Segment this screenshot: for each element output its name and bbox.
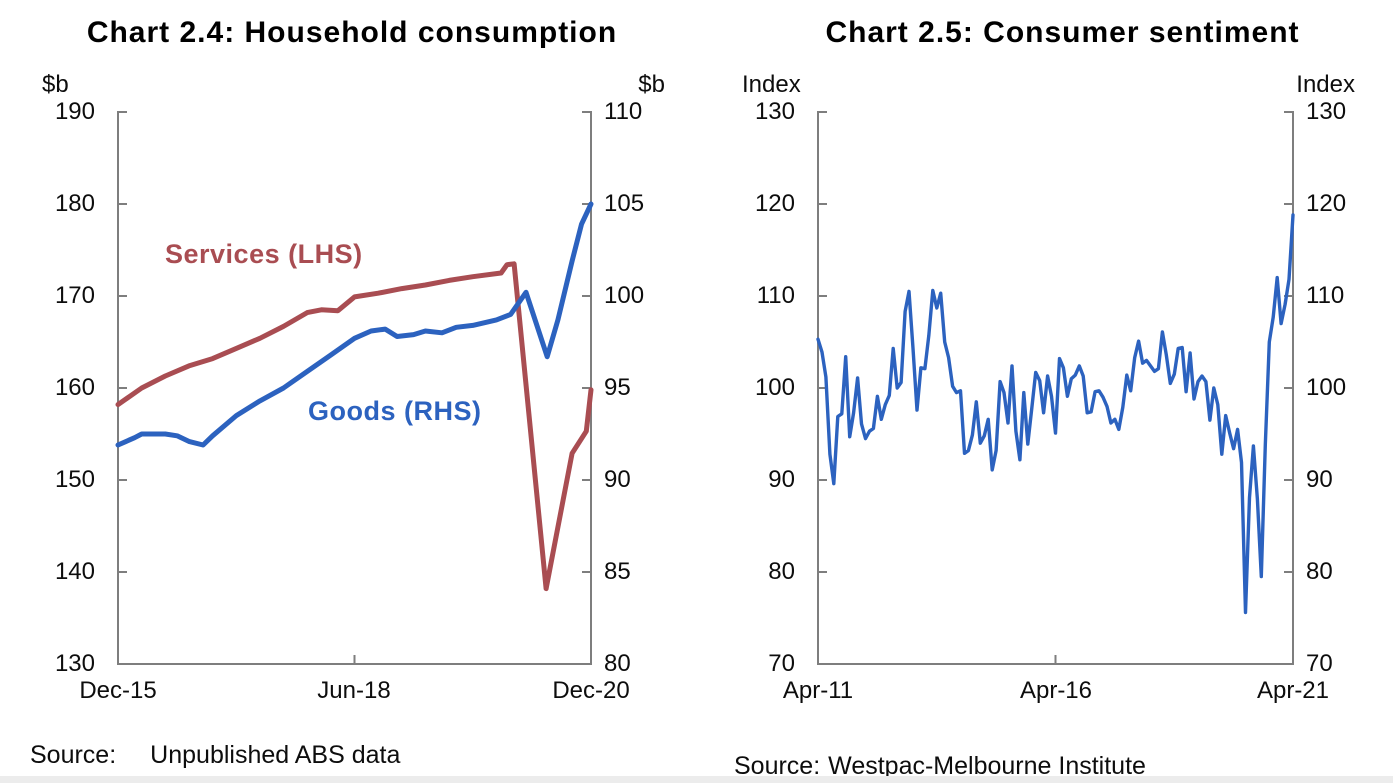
- right-axis-unit-label: Index: [1296, 71, 1355, 98]
- y-axis-tick-label: 90: [768, 466, 795, 493]
- source-note: Source: Unpublished ABS data: [30, 741, 400, 770]
- y-axis-tick-label: 110: [604, 98, 643, 125]
- y-axis-tick-label: 95: [604, 374, 631, 401]
- y-axis-tick-label: 70: [768, 650, 795, 677]
- y-axis-tick-label: 120: [754, 190, 795, 217]
- source-note: Source: Westpac-Melbourne Institute: [734, 752, 1146, 781]
- right-axis-unit-label: $b: [638, 71, 665, 98]
- y-axis-tick-label: 130: [54, 650, 95, 677]
- x-tick-label-start: Dec-15: [79, 677, 157, 704]
- y-axis-tick-label: 100: [604, 282, 645, 309]
- series-label-goods: Goods (RHS): [308, 396, 482, 426]
- y-axis-tick-label: 80: [768, 558, 795, 585]
- chart-title: Chart 2.5: Consumer sentiment: [825, 16, 1300, 49]
- axis-frame: [117, 111, 592, 665]
- source-text: Unpublished ABS data: [150, 741, 401, 769]
- y-axis-tick-label: 70: [1306, 650, 1333, 677]
- y-axis-tick-label: 105: [604, 190, 645, 217]
- series-label-services: Services (LHS): [165, 239, 363, 269]
- y-axis-tick-label: 80: [604, 650, 631, 677]
- y-axis-tick-label: 110: [756, 282, 795, 309]
- y-axis-tick-label: 190: [54, 98, 95, 125]
- y-axis-tick-label: 90: [1306, 466, 1333, 493]
- source-label: Source:: [734, 752, 821, 780]
- y-axis-tick-label: 110: [1306, 282, 1345, 309]
- y-axis-tick-label: 130: [1306, 98, 1347, 125]
- series-line-goods-rhs: [115, 201, 594, 448]
- y-axis-tick-label: 80: [1306, 558, 1333, 585]
- x-tick-label-start: Apr-11: [782, 677, 854, 704]
- left-axis-unit-label: Index: [742, 71, 801, 98]
- source-text: Westpac-Melbourne Institute: [828, 752, 1146, 780]
- source-label: Source:: [30, 741, 117, 769]
- y-axis-tick-label: 100: [1306, 374, 1347, 401]
- x-tick-label-middle: Apr-16: [1019, 677, 1093, 704]
- x-tick-label-middle: Jun-18: [317, 677, 391, 704]
- y-axis-tick-label: 180: [54, 190, 95, 217]
- y-axis-tick-label: 140: [54, 558, 95, 585]
- y-axis-tick-label: 120: [1306, 190, 1347, 217]
- chart-title: Chart 2.4: Household consumption: [86, 16, 618, 49]
- y-axis-tick-label: 130: [754, 98, 795, 125]
- x-tick-label-end: Apr-21: [1256, 677, 1330, 704]
- y-axis-tick-label: 160: [54, 374, 95, 401]
- y-axis-tick-label: 85: [604, 558, 631, 585]
- series-line-services-lhs: [115, 261, 594, 592]
- bottom-edge-strip: [0, 776, 1393, 783]
- left-axis-unit-label: $b: [42, 71, 69, 98]
- x-tick-label-end: Dec-20: [552, 677, 630, 704]
- series-line-consumer-sentiment: [816, 213, 1295, 615]
- y-axis-tick-label: 150: [54, 466, 95, 493]
- y-axis-tick-label: 100: [754, 374, 795, 401]
- y-axis-tick-label: 170: [54, 282, 95, 309]
- y-axis-tick-label: 90: [604, 466, 631, 493]
